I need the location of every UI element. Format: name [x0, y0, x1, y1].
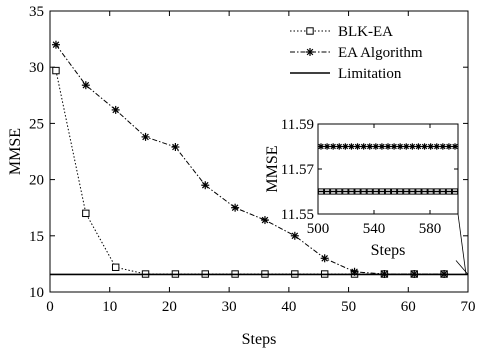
inset-data-point	[348, 143, 355, 150]
inset-data-point	[329, 143, 337, 150]
inset-data-point	[336, 143, 343, 150]
data-point	[111, 105, 120, 114]
series-layer	[50, 40, 468, 279]
inset-plot: 11.55 11.57 11.59 500 540 580 Steps MMSE	[264, 117, 469, 275]
y-tick-label: 10	[29, 285, 44, 301]
inset-data-point	[354, 143, 361, 150]
data-point	[81, 81, 90, 90]
inset-data-point	[451, 143, 459, 150]
data-point	[201, 181, 210, 190]
x-tick-label: 20	[162, 299, 177, 315]
x-tick-label: 70	[461, 299, 476, 315]
data-point	[51, 40, 60, 49]
inset-x-axis-label: Steps	[371, 242, 406, 259]
inset-series-ea-algorithm	[317, 143, 459, 150]
x-tick-label: 50	[341, 299, 356, 315]
x-tick-label: 0	[46, 299, 54, 315]
data-point	[320, 254, 329, 263]
inset-y-tick-label: 11.57	[281, 162, 315, 178]
y-tick-label: 30	[29, 60, 44, 76]
data-point	[82, 209, 90, 218]
inset-data-point	[366, 143, 373, 150]
zoom-connector	[455, 213, 469, 275]
inset-x-tick-label: 500	[307, 221, 330, 237]
inset-y-tick-label: 11.59	[281, 117, 314, 133]
inset-data-point	[378, 143, 386, 150]
inset-data-point	[421, 143, 428, 150]
inset-y-axis-label: MMSE	[264, 145, 281, 192]
data-point	[231, 203, 240, 212]
legend-entry: EA Algorithm	[290, 45, 423, 61]
legend-label: BLK-EA	[338, 24, 393, 40]
legend-label: Limitation	[338, 66, 402, 82]
legend-entry: Limitation	[290, 66, 402, 82]
series-line	[55, 44, 445, 275]
data-point	[141, 132, 150, 141]
inset-frame	[317, 123, 459, 215]
legend-swatch-marker	[306, 48, 314, 56]
inset-y-axis-ticks: 11.55 11.57 11.59	[281, 117, 458, 223]
x-tick-label: 60	[401, 299, 416, 315]
x-tick-label: 10	[102, 299, 117, 315]
data-point	[52, 66, 60, 75]
data-point	[171, 143, 180, 152]
x-tick-label: 40	[281, 299, 296, 315]
inset-x-tick-label: 540	[363, 221, 386, 237]
inset-data-point	[323, 143, 331, 150]
legend-swatch-marker	[306, 27, 314, 35]
y-tick-label: 15	[29, 229, 44, 245]
inset-series-layer	[317, 143, 459, 195]
legend-label: EA Algorithm	[338, 45, 423, 61]
inset-data-point	[433, 143, 440, 150]
inset-data-point	[360, 143, 367, 150]
y-tick-label: 20	[29, 173, 44, 189]
x-axis-label: Steps	[242, 331, 277, 348]
inset-data-point	[439, 143, 447, 150]
inset-y-tick-label: 11.55	[281, 207, 314, 223]
inset-data-point	[415, 143, 422, 150]
data-point	[111, 263, 120, 271]
y-axis-ticks: 10 15 20 25 30 35	[29, 4, 468, 301]
inset-data-point	[409, 143, 416, 150]
inset-data-point	[342, 143, 349, 150]
inset-x-tick-label: 580	[419, 221, 442, 237]
inset-data-point	[445, 143, 453, 150]
y-tick-label: 25	[29, 116, 44, 132]
zoom-line	[455, 260, 469, 275]
data-point	[260, 216, 269, 225]
inset-data-point	[427, 143, 434, 150]
y-tick-label: 35	[29, 4, 44, 20]
inset-data-point	[372, 143, 380, 150]
data-point	[290, 231, 299, 240]
inset-x-axis-ticks: 500 540 580	[307, 124, 442, 237]
y-axis-label: MMSE	[7, 128, 24, 175]
inset-data-point	[317, 143, 325, 150]
plot-frame	[49, 10, 469, 293]
inset-data-point	[396, 143, 404, 150]
zoom-line	[457, 213, 467, 275]
legend: BLK-EA EA Algorithm Limitation	[290, 24, 423, 82]
inset-data-point	[384, 143, 392, 150]
inset-data-point	[390, 143, 398, 150]
legend-entry: BLK-EA	[290, 24, 393, 40]
inset-data-point	[403, 143, 410, 150]
x-tick-label: 30	[222, 299, 237, 315]
x-axis-ticks: 0 10 20 30 40 50 60 70	[46, 11, 476, 315]
